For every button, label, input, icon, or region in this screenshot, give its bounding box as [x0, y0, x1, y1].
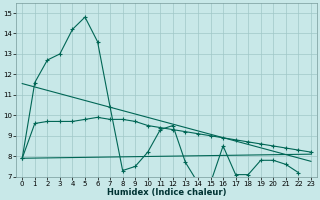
X-axis label: Humidex (Indice chaleur): Humidex (Indice chaleur)	[107, 188, 226, 197]
